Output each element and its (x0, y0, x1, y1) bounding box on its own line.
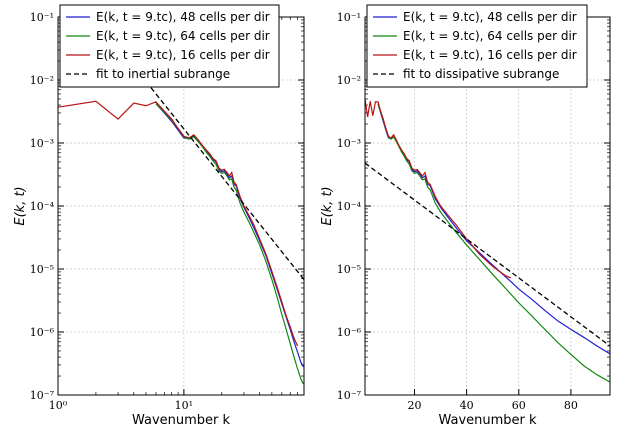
series-line-2 (58, 100, 299, 347)
series-line-2 (365, 98, 512, 279)
legend-entry-2: E(k, t = 9.tc), 16 cells per dir (403, 48, 577, 62)
legend-entry-2: E(k, t = 9.tc), 16 cells per dir (96, 48, 270, 62)
x-axis-label: Wavenumber k (438, 413, 537, 428)
x-tick-label: 10¹ (175, 399, 193, 412)
x-tick-label: 10⁰ (49, 399, 68, 412)
legend-entry-1: E(k, t = 9.tc), 64 cells per dir (96, 29, 270, 43)
y-tick-label: 10⁻⁵ (337, 263, 361, 276)
series-group (58, 80, 304, 385)
x-tick-label: 60 (512, 399, 526, 412)
x-axis-label: Wavenumber k (132, 413, 231, 428)
series-line-0 (377, 103, 610, 355)
series-line-1 (377, 103, 610, 383)
x-tick-label: 80 (564, 399, 578, 412)
series-line-1 (155, 103, 304, 385)
y-tick-label: 10⁻⁴ (337, 200, 362, 213)
y-tick-label: 10⁻⁴ (30, 200, 55, 213)
legend-box (366, 4, 588, 88)
series-line-3 (145, 80, 304, 280)
y-tick-label: 10⁻² (337, 74, 361, 87)
y-axis-label: E(k, t) (13, 186, 28, 225)
y-tick-label: 10⁻³ (30, 137, 54, 150)
series-group (365, 98, 610, 383)
y-tick-label: 10⁻⁷ (30, 389, 55, 402)
legend-entry-3: fit to inertial subrange (96, 67, 230, 81)
right-chart-panel: 10⁻¹ 10⁻² 10⁻³ 10⁻⁴ 10⁻⁵ 10⁻⁶ 10⁻⁷ 20 40 60 80 Wave… (320, 4, 611, 428)
y-tick-label: 10⁻¹ (30, 11, 54, 24)
y-axis-label: E(k, t) (320, 186, 335, 225)
legend-entry-0: E(k, t = 9.tc), 48 cells per dir (96, 10, 270, 24)
series-line-3 (365, 162, 610, 347)
y-tick-label: 10⁻⁶ (30, 326, 55, 339)
y-tick-label: 10⁻² (30, 74, 54, 87)
x-tick-label: 20 (408, 399, 422, 412)
legend-entry-0: E(k, t = 9.tc), 48 cells per dir (403, 10, 577, 24)
y-tick-label: 10⁻³ (337, 137, 361, 150)
legend-box (59, 4, 280, 88)
x-tick-label: 40 (460, 399, 474, 412)
y-tick-label: 10⁻¹ (337, 11, 361, 24)
y-tick-label: 10⁻⁵ (30, 263, 54, 276)
y-tick-label: 10⁻⁶ (337, 326, 362, 339)
legend-entry-1: E(k, t = 9.tc), 64 cells per dir (403, 29, 577, 43)
legend-entry-3: fit to dissipative subrange (403, 67, 559, 81)
y-tick-label: 10⁻⁷ (337, 389, 362, 402)
